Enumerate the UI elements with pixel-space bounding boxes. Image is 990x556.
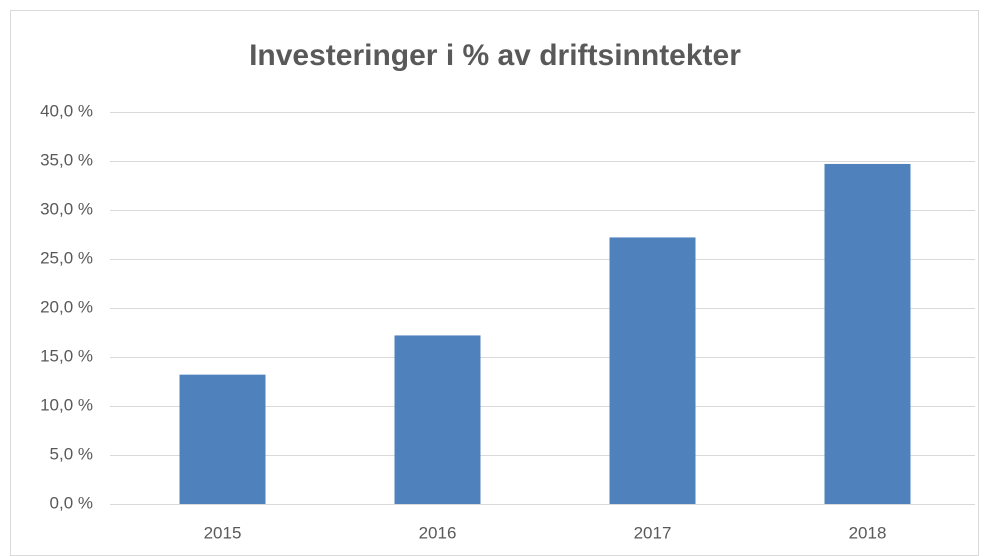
chart-title: Investeringer i % av driftsinntekter xyxy=(249,39,741,72)
y-tick-label: 15,0 % xyxy=(40,346,93,365)
y-tick-label: 10,0 % xyxy=(40,395,93,414)
y-tick-label: 30,0 % xyxy=(40,199,93,218)
y-tick-label: 0,0 % xyxy=(50,493,93,512)
chart-frame xyxy=(10,10,979,556)
y-tick-label: 20,0 % xyxy=(40,297,93,316)
y-tick-label: 25,0 % xyxy=(40,248,93,267)
bar xyxy=(179,374,266,504)
bar xyxy=(609,237,696,504)
x-tick-label: 2015 xyxy=(204,523,242,542)
bar xyxy=(824,163,911,504)
bar xyxy=(394,335,481,504)
y-tick-label: 35,0 % xyxy=(40,150,93,169)
x-tick-label: 2017 xyxy=(634,523,672,542)
x-tick-label: 2016 xyxy=(419,523,457,542)
y-tick-label: 40,0 % xyxy=(40,101,93,120)
y-tick-label: 5,0 % xyxy=(50,444,93,463)
x-tick-label: 2018 xyxy=(849,523,887,542)
